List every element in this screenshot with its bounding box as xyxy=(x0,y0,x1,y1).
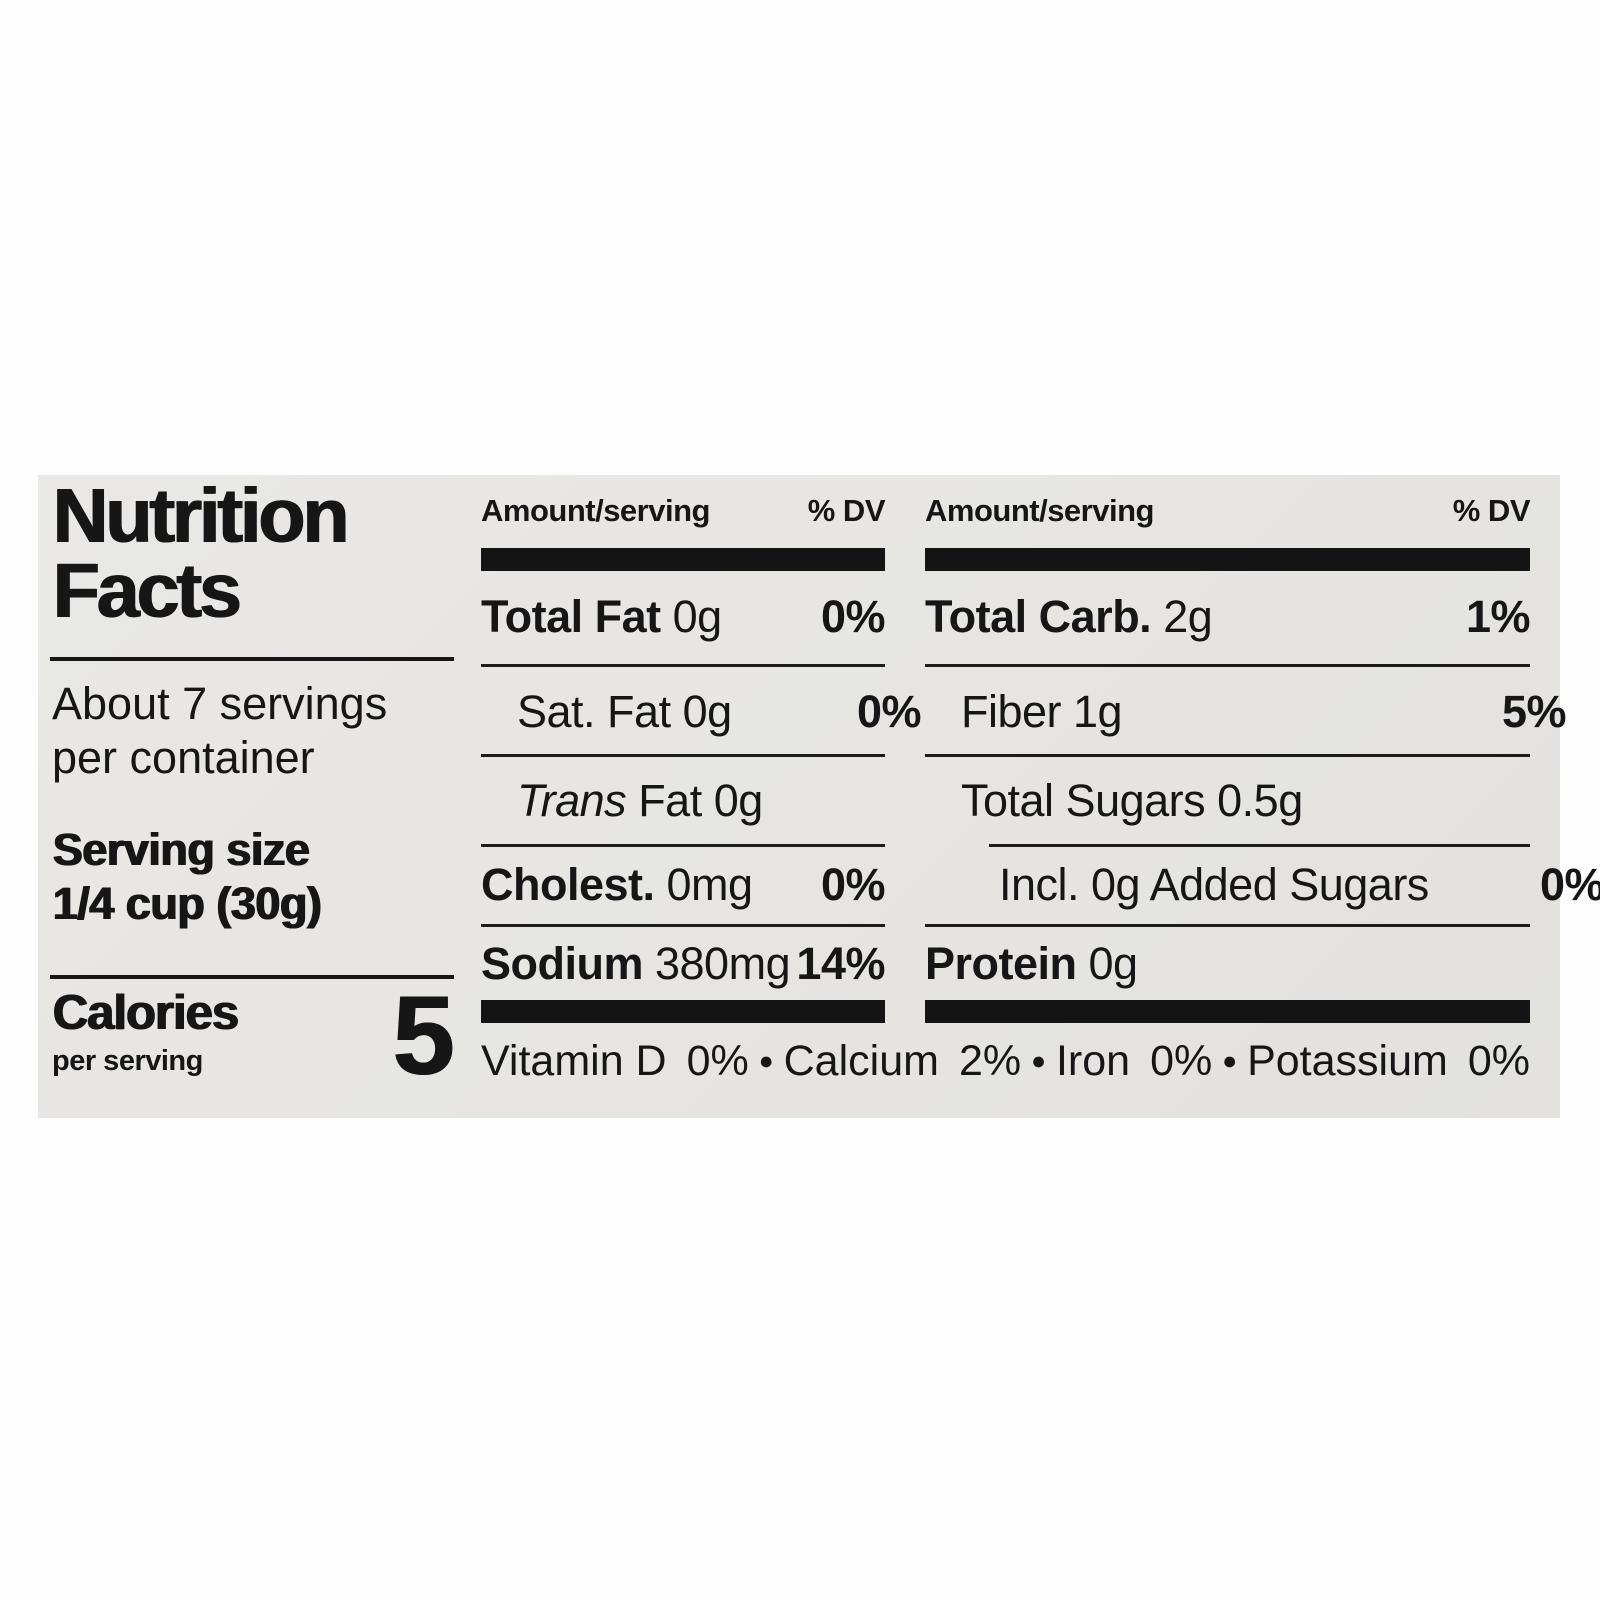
servings-per-container: About 7 servings per container xyxy=(52,677,387,785)
nutrient-name: Incl. 0g Added Sugars xyxy=(999,859,1429,910)
thick-bar-bottom xyxy=(481,1000,885,1023)
amount-per-serving-header: Amount/serving xyxy=(925,493,1154,528)
row-divider xyxy=(481,844,885,847)
nutrient-row-trans-fat: Trans Fat 0g xyxy=(481,758,921,844)
thick-bar-bottom xyxy=(925,1000,1530,1023)
row-divider-indented xyxy=(989,844,1530,847)
row-divider xyxy=(481,664,885,667)
nutrient-row-cholesterol: Cholest. 0mg 0% xyxy=(481,847,886,923)
nutrient-name: Total Carb. xyxy=(925,591,1152,642)
nutrition-facts-label: Nutrition Facts About 7 servings per con… xyxy=(38,473,1600,1118)
left-divider-top xyxy=(50,657,454,661)
nutrient-row-sat-fat: Sat. Fat 0g 0% xyxy=(481,668,922,756)
serving-size-value: 1/4 cup (30g) xyxy=(52,878,321,929)
micronutrient-value: 2% xyxy=(958,1036,1022,1085)
nutrient-dv: 0% xyxy=(820,591,886,642)
bullet-separator: ● xyxy=(758,1046,774,1075)
nutrient-name: Cholest. xyxy=(481,859,655,910)
micronutrient-potassium: Potassium 0% xyxy=(1247,1037,1530,1086)
nutrient-value: 0g xyxy=(701,775,764,826)
nutrient-row-added-sugars: Incl. 0g Added Sugars 0% xyxy=(925,847,1600,923)
nutrient-name: Protein xyxy=(925,937,1077,989)
servings-line2: per container xyxy=(52,732,315,783)
micronutrient-label: Iron xyxy=(1055,1036,1131,1085)
serving-size-label: Serving size xyxy=(52,824,309,875)
bullet-separator: ● xyxy=(1222,1046,1238,1075)
label-title: Nutrition Facts xyxy=(52,473,349,634)
bullet-separator: ● xyxy=(1030,1046,1047,1075)
nutrient-dv: 1% xyxy=(1465,591,1531,642)
nutrient-name: Sat. Fat xyxy=(517,686,671,737)
nutrient-dv: 0% xyxy=(856,686,922,737)
calories-value: 5 xyxy=(391,973,454,1098)
servings-line1: About 7 servings xyxy=(52,678,388,729)
micronutrient-calcium: Calcium 2% xyxy=(784,1037,1021,1086)
nutrient-value: 0g xyxy=(1076,937,1139,989)
nutrient-name: Sodium xyxy=(481,937,644,989)
column-header: Amount/serving % DV xyxy=(481,493,886,529)
nutrient-name: Fiber xyxy=(961,686,1062,737)
nutrient-value: 0.5g xyxy=(1205,775,1303,826)
nutrient-name: Total Fat xyxy=(481,591,661,642)
nutrient-value: 0mg xyxy=(654,859,754,910)
micronutrient-value: 0% xyxy=(1150,1036,1213,1085)
nutrient-value: 2g xyxy=(1151,591,1213,642)
label-title-line2: Facts xyxy=(52,547,241,634)
calories-block: Calories per serving xyxy=(52,986,238,1077)
nutrient-value: 0g xyxy=(660,591,723,642)
nutrient-row-total-fat: Total Fat 0g 0% xyxy=(481,573,886,661)
micronutrient-vitamin-d: Vitamin D 0% xyxy=(481,1037,749,1086)
nutrient-name-italic: Trans xyxy=(517,775,627,826)
nutrient-row-total-sugars: Total Sugars 0.5g xyxy=(925,758,1566,844)
amount-per-serving-header: Amount/serving xyxy=(481,493,710,528)
nutrient-name: Fat xyxy=(626,775,702,826)
label-title-line1: Nutrition xyxy=(52,473,349,559)
micronutrient-value: 0% xyxy=(686,1036,749,1085)
nutrient-column-left: Amount/serving % DV Total Fat 0g 0% Sat.… xyxy=(481,475,922,1118)
nutrient-dv: 14% xyxy=(796,937,885,989)
nutrient-dv: 5% xyxy=(1501,686,1567,737)
nutrient-row-total-carb: Total Carb. 2g 1% xyxy=(925,573,1531,661)
nutrient-row-protein: Protein 0g xyxy=(925,927,1530,1000)
nutrient-dv: 0% xyxy=(820,859,886,910)
calories-sub-label: per serving xyxy=(52,1045,203,1077)
micronutrient-iron: Iron 0% xyxy=(1056,1037,1212,1086)
calories-label: Calories xyxy=(52,986,238,1040)
nutrient-column-right: Amount/serving % DV Total Carb. 2g 1% Fi… xyxy=(925,475,1600,1118)
left-divider-bottom xyxy=(50,975,454,979)
micronutrient-value: 0% xyxy=(1467,1036,1530,1085)
micronutrients-strip: Vitamin D 0% ● Calcium 2% ● Iron 0% ● Po… xyxy=(481,1033,1530,1089)
row-divider xyxy=(925,924,1530,927)
nutrient-value: 0g xyxy=(670,686,733,737)
column-header: Amount/serving % DV xyxy=(925,493,1531,529)
percent-dv-header: % DV xyxy=(1452,493,1531,528)
thick-bar-top xyxy=(925,548,1530,571)
row-divider xyxy=(481,754,885,757)
nutrient-name: Total Sugars xyxy=(961,775,1206,826)
row-divider xyxy=(925,754,1530,757)
row-divider xyxy=(925,664,1530,667)
nutrient-value: 380mg xyxy=(643,937,791,989)
serving-size: Serving size 1/4 cup (30g) xyxy=(52,823,321,931)
percent-dv-header: % DV xyxy=(807,493,886,528)
thick-bar-top xyxy=(481,548,885,571)
row-divider xyxy=(481,924,885,927)
micronutrient-label: Calcium xyxy=(783,1036,939,1085)
micronutrient-label: Potassium xyxy=(1247,1036,1448,1085)
nutrient-row-sodium: Sodium 380mg 14% xyxy=(481,927,885,1000)
micronutrient-label: Vitamin D xyxy=(481,1036,667,1085)
nutrient-row-fiber: Fiber 1g 5% xyxy=(925,668,1567,756)
nutrient-dv: 0% xyxy=(1539,859,1600,910)
nutrient-value: 1g xyxy=(1061,686,1123,737)
